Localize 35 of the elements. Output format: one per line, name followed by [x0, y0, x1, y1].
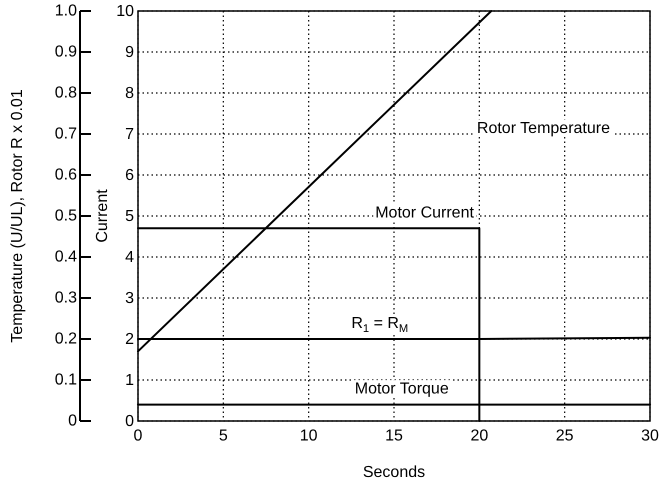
y-tick-label: 3 — [125, 290, 134, 308]
y-axis-title: Current — [94, 188, 111, 243]
annotation: Motor Torque — [354, 380, 449, 398]
annotation: Rotor Temperature — [476, 119, 610, 136]
y2-tick-label: 0.6 — [54, 166, 78, 184]
x-tick-label: 15 — [385, 427, 403, 444]
y2-tick-label: 0.5 — [54, 208, 78, 224]
y2-tick-label: 0.9 — [54, 44, 78, 60]
annotation: R$_{1}$ = R$_{M}$ — [351, 314, 408, 335]
y2-tick-label: 0.7 — [54, 126, 78, 142]
y-tick-label: 2 — [125, 331, 134, 348]
x-tick-label: 5 — [218, 427, 228, 444]
annotation: Motor Current — [375, 204, 474, 221]
x-axis-title: Seconds — [362, 464, 426, 481]
y-tick-label: 7 — [125, 126, 134, 144]
y2-tick-label: 0.8 — [54, 84, 78, 102]
y-tick-label: 4 — [125, 249, 134, 266]
y-tick-label: 1 — [125, 372, 134, 390]
x-tick-label: 10 — [300, 427, 318, 444]
y-tick-label: 6 — [125, 167, 134, 184]
y-tick-label: 5 — [125, 208, 134, 226]
y2-tick-label: 0.4 — [54, 248, 78, 266]
x-tick-label: 20 — [470, 427, 488, 444]
y2-tick-label: 0.1 — [54, 372, 78, 388]
y-tick-label: 0 — [125, 413, 134, 430]
y2-tick-label: 0.3 — [54, 290, 78, 306]
x-tick-label: 25 — [556, 427, 574, 444]
y-tick-label: 10 — [116, 3, 134, 20]
y-tick-label: 8 — [125, 85, 134, 102]
y2-axis-title: Temperature (U/UL), Rotor R x 0.01 — [9, 89, 26, 343]
y2-tick-label: 0 — [68, 412, 78, 430]
x-tick-label: 30 — [641, 427, 659, 444]
y2-tick-label: 0.2 — [54, 330, 78, 348]
y2-tick-label: 1.0 — [54, 2, 78, 20]
y-tick-label: 9 — [125, 44, 134, 62]
